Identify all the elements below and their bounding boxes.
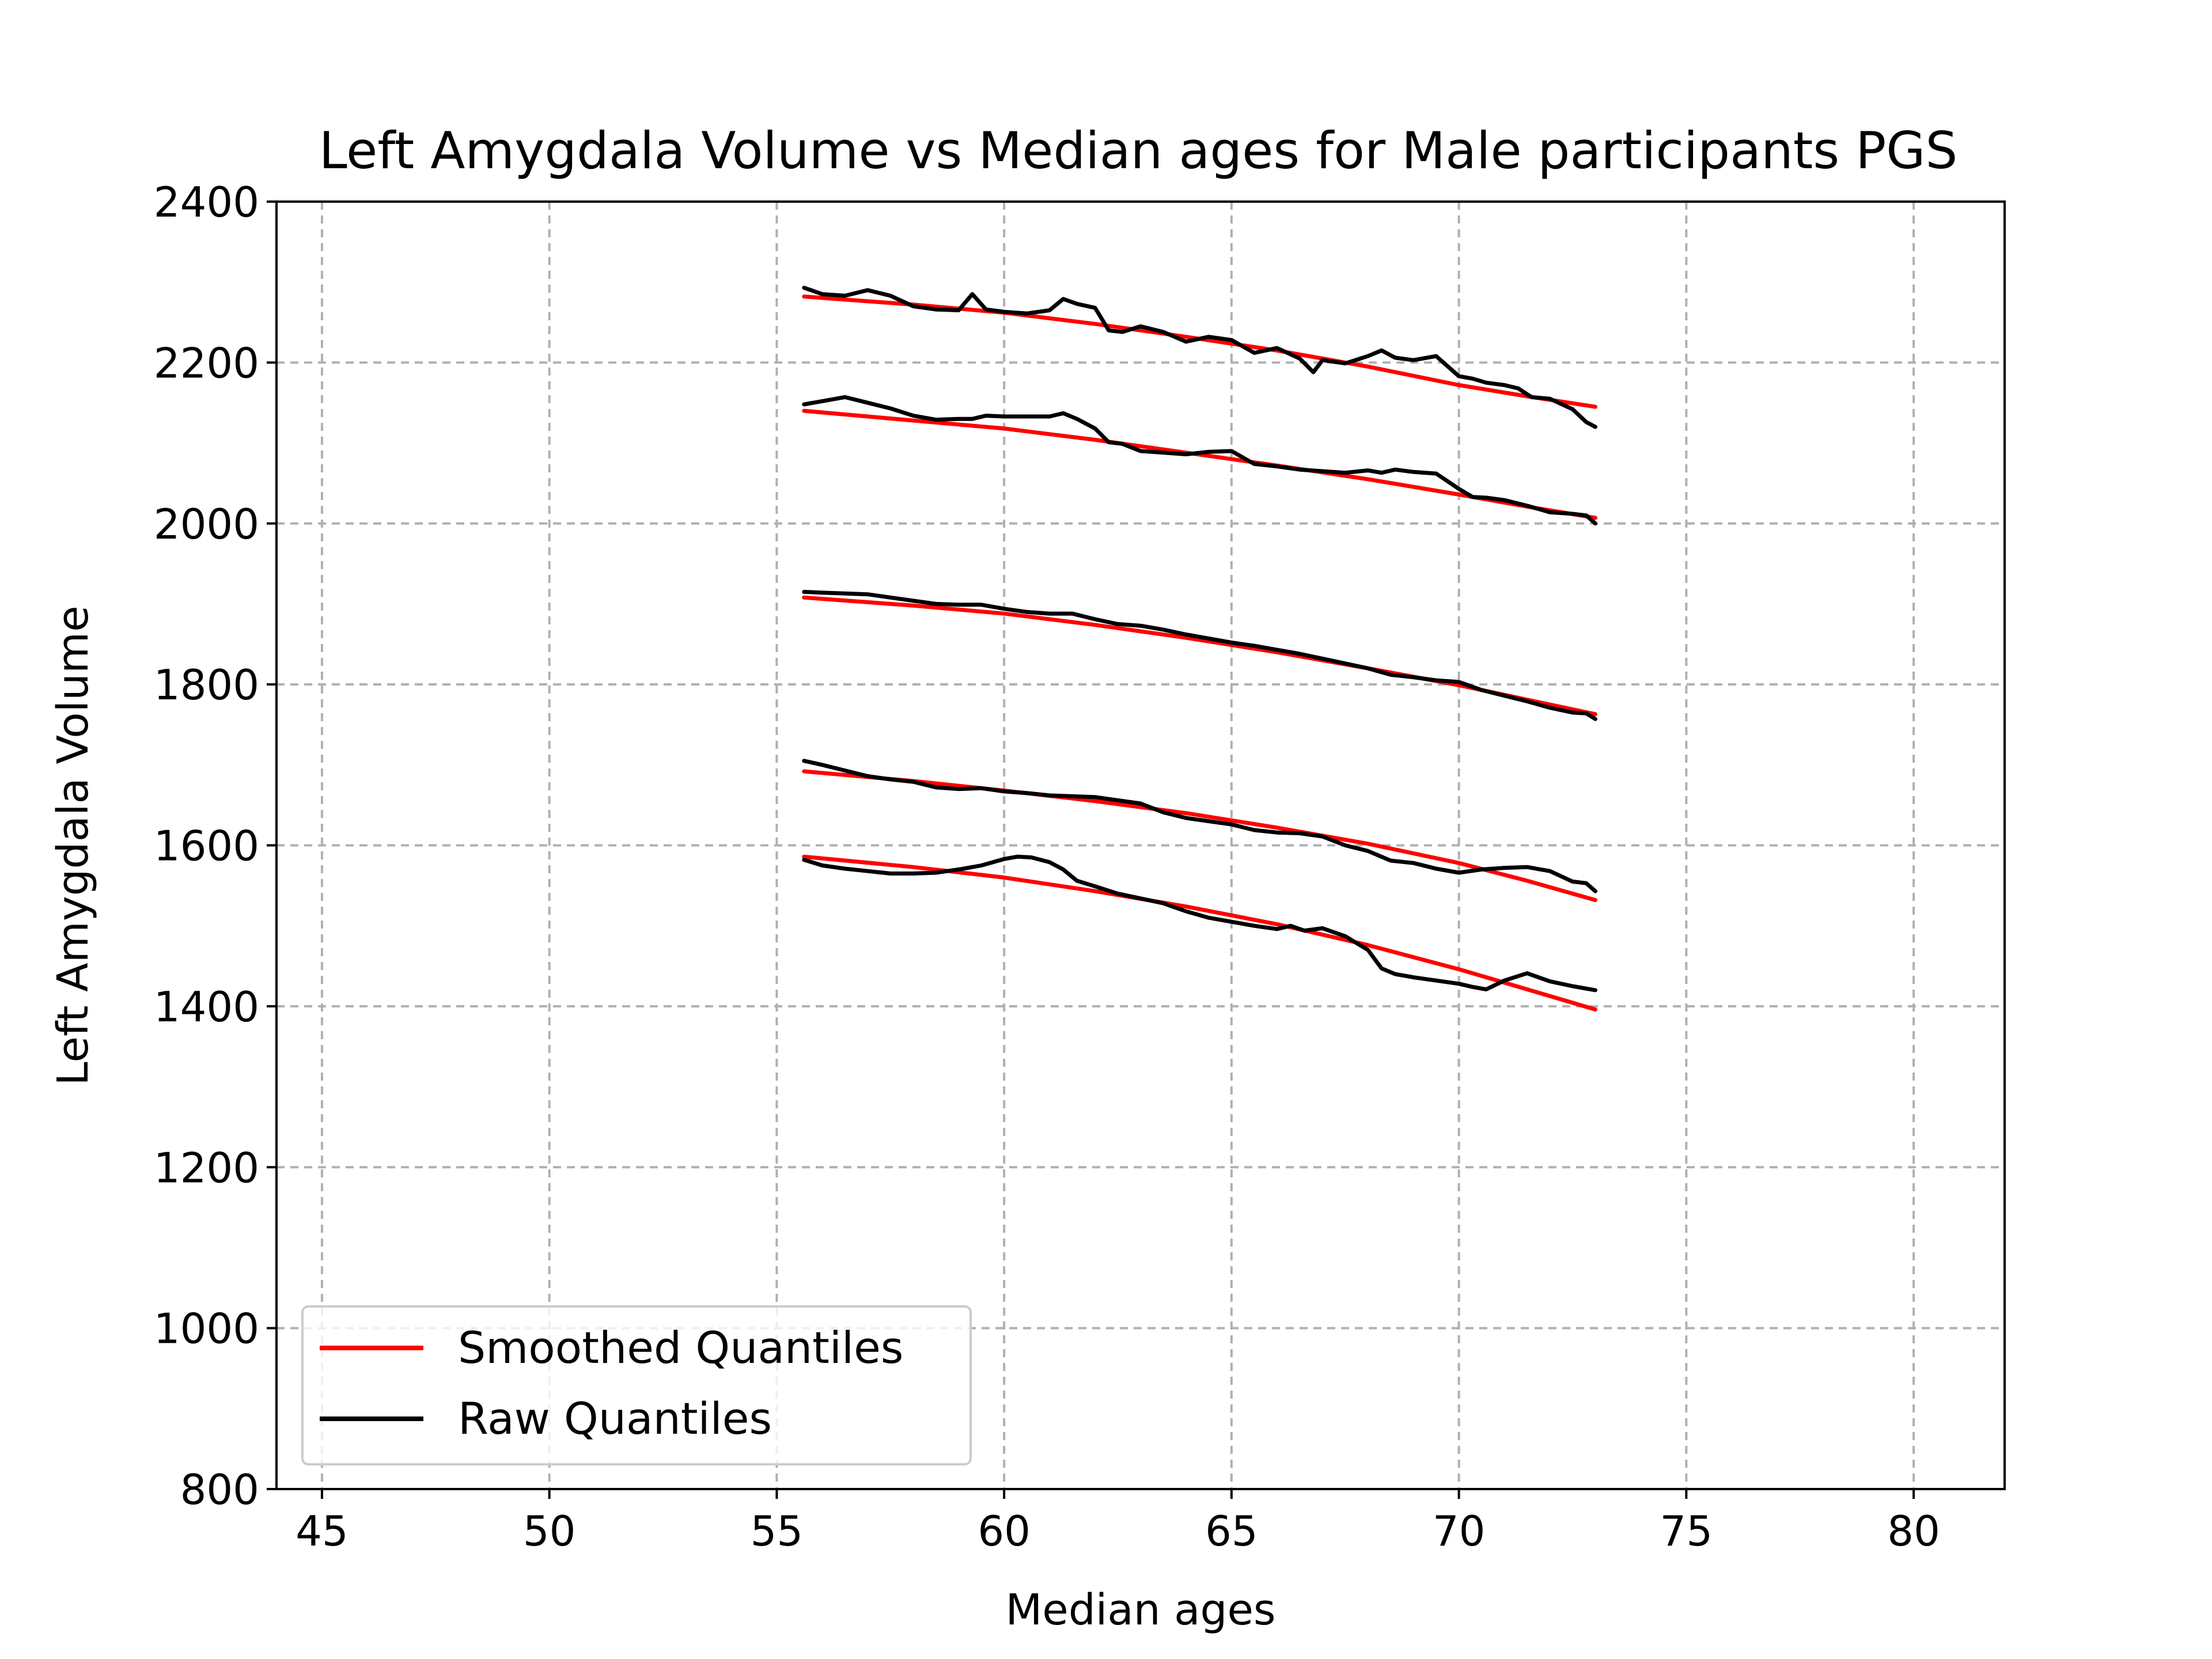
y-axis-label: Left Amygdala Volume [48, 605, 98, 1085]
series-layer [802, 286, 1597, 1012]
y-tick-label: 1200 [154, 1143, 259, 1192]
legend-label-raw: Raw Quantiles [458, 1393, 772, 1444]
x-tick-label: 50 [523, 1507, 576, 1555]
axis-ticks: 45 50 55 60 65 70 75 80 800 1000 1200 1400 1600 1800 2… [154, 178, 1940, 1555]
y-tick-label: 2200 [154, 339, 259, 387]
y-tick-label: 1400 [154, 983, 259, 1031]
x-tick-label: 55 [751, 1507, 804, 1555]
y-tick-label: 1800 [154, 661, 259, 709]
x-tick-label: 60 [978, 1507, 1031, 1555]
x-tick-label: 65 [1205, 1507, 1258, 1555]
smoothed-quantile-line-4 [802, 854, 1597, 1012]
legend-box [301, 1305, 972, 1465]
x-tick-label: 80 [1887, 1507, 1940, 1555]
x-tick-label: 70 [1433, 1507, 1486, 1555]
raw-quantile-line-3 [802, 759, 1597, 893]
y-tick-label: 2400 [154, 178, 259, 226]
y-tick-label: 1000 [154, 1305, 259, 1353]
y-tick-label: 2000 [154, 500, 259, 548]
raw-quantile-line-2 [802, 590, 1597, 721]
y-tick-label: 800 [180, 1465, 259, 1514]
y-tick-label: 1600 [154, 822, 259, 870]
smoothed-quantile-line-3 [802, 769, 1597, 902]
legend-label-smoothed: Smoothed Quantiles [458, 1322, 904, 1373]
raw-quantile-line-0 [802, 286, 1597, 429]
raw-quantile-line-4 [802, 854, 1597, 993]
legend: Smoothed Quantiles Raw Quantiles [301, 1305, 972, 1465]
x-axis-label: Median ages [1005, 1585, 1275, 1635]
chart-title: Left Amygdala Volume vs Median ages for … [319, 121, 1958, 180]
raw-quantile-line-1 [802, 395, 1597, 526]
x-tick-label: 45 [296, 1507, 349, 1555]
x-tick-label: 75 [1660, 1507, 1713, 1555]
